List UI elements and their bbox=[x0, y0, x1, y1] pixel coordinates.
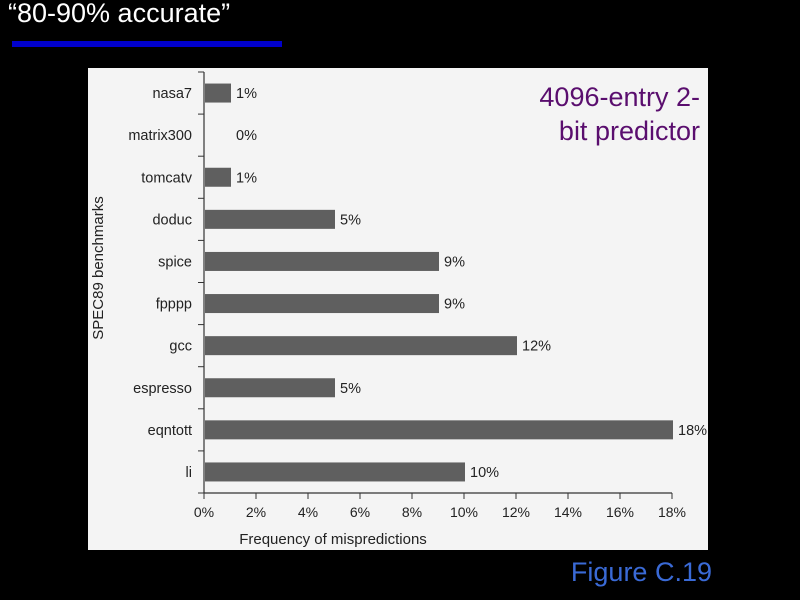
bar-nasa7 bbox=[205, 83, 231, 103]
x-tick-label: 18% bbox=[658, 504, 686, 520]
y-axis-title: SPEC89 benchmarks bbox=[90, 196, 107, 339]
figure-caption: Figure C.19 bbox=[570, 557, 712, 587]
bar-tomcatv bbox=[205, 167, 231, 187]
category-label-li: li bbox=[186, 465, 192, 481]
x-tick-label: 12% bbox=[502, 504, 530, 520]
data-label-nasa7: 1% bbox=[236, 86, 257, 102]
category-label-matrix300: matrix300 bbox=[128, 128, 192, 144]
data-label-fpppp: 9% bbox=[444, 297, 465, 313]
data-label-doduc: 5% bbox=[340, 212, 361, 228]
x-tick-label: 6% bbox=[350, 504, 370, 520]
data-label-matrix300: 0% bbox=[236, 128, 257, 144]
annotation-line-2: bit predictor bbox=[558, 116, 700, 146]
bar-gcc bbox=[205, 336, 517, 356]
bar-spice bbox=[205, 251, 439, 271]
chart-axes bbox=[198, 71, 673, 499]
x-axis-title: Frequency of mispredictions bbox=[239, 531, 427, 548]
bar-espresso bbox=[205, 378, 335, 398]
category-label-doduc: doduc bbox=[152, 212, 192, 228]
data-label-li: 10% bbox=[470, 465, 499, 481]
data-label-gcc: 12% bbox=[522, 339, 551, 355]
x-tick-label: 4% bbox=[298, 504, 318, 520]
x-tick-label: 8% bbox=[402, 504, 422, 520]
data-label-spice: 9% bbox=[444, 254, 465, 270]
bar-doduc bbox=[205, 209, 335, 229]
predictor-annotation: 4096-entry 2- bit predictor bbox=[539, 80, 700, 148]
bar-eqntott bbox=[205, 420, 673, 440]
slide-title: “80-90% accurate” bbox=[8, 0, 231, 28]
category-label-spice: spice bbox=[158, 254, 192, 270]
data-label-tomcatv: 1% bbox=[236, 170, 257, 186]
x-tick-label: 2% bbox=[246, 504, 266, 520]
chart-labels: 0% 2% 4% 6% 8% 10% 12% 14% 16% 18% nasa7 1% matrix30… bbox=[128, 86, 707, 520]
x-tick-label: 14% bbox=[554, 504, 582, 520]
bar-li bbox=[205, 462, 465, 482]
data-label-espresso: 5% bbox=[340, 381, 361, 397]
category-label-eqntott: eqntott bbox=[148, 423, 192, 439]
data-label-eqntott: 18% bbox=[678, 423, 707, 439]
bar-fpppp bbox=[205, 294, 439, 314]
annotation-line-1: 4096-entry 2- bbox=[539, 82, 700, 112]
x-tick-label: 16% bbox=[606, 504, 634, 520]
bar-chart: 0% 2% 4% 6% 8% 10% 12% 14% 16% 18% nasa7 1% matrix30… bbox=[90, 71, 707, 548]
x-tick-label: 0% bbox=[194, 504, 214, 520]
title-underline bbox=[12, 41, 282, 47]
category-label-gcc: gcc bbox=[169, 339, 192, 355]
category-label-tomcatv: tomcatv bbox=[141, 170, 193, 186]
category-label-nasa7: nasa7 bbox=[152, 86, 192, 102]
x-tick-label: 10% bbox=[450, 504, 478, 520]
category-label-espresso: espresso bbox=[133, 381, 192, 397]
category-label-fpppp: fpppp bbox=[156, 297, 192, 313]
chart-bars bbox=[205, 83, 673, 482]
